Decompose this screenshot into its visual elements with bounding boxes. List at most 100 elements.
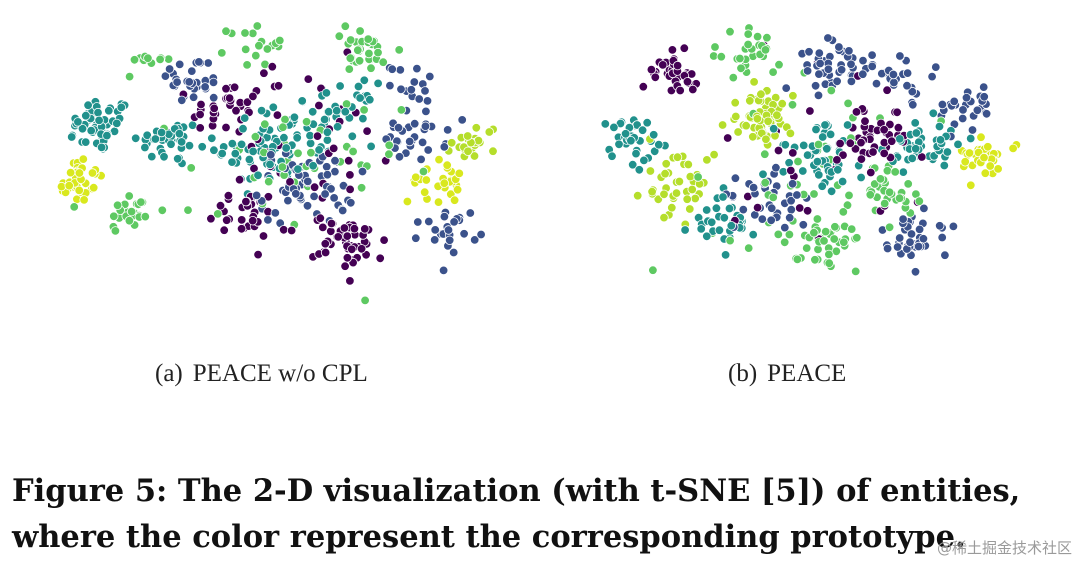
scatter-b-point	[798, 220, 809, 230]
scatter-a-point	[342, 253, 353, 263]
scatter-a-point	[454, 168, 465, 179]
scatter-a-point	[322, 169, 333, 180]
scatter-a-point	[322, 135, 333, 145]
scatter-a-point	[69, 202, 79, 212]
scatter-b-point	[826, 186, 837, 197]
scatter-a-point	[356, 183, 367, 193]
scatter-a-point	[273, 81, 284, 91]
scatter-a-point	[253, 170, 263, 181]
scatter-a-point	[318, 222, 328, 233]
scatter-a-point	[346, 35, 356, 45]
scatter-b-point	[885, 119, 895, 130]
scatter-a-point	[358, 113, 368, 124]
scatter-b-point	[720, 250, 731, 260]
scatter-b-point	[813, 139, 824, 150]
scatter-b-point	[702, 231, 712, 242]
scatter-b-point	[766, 203, 777, 213]
scatter-b-point	[856, 137, 866, 148]
scatter-b-point	[829, 234, 839, 244]
scatter-a-point	[357, 166, 368, 177]
scatter-b-point	[788, 91, 798, 101]
scatter-b-point	[960, 157, 970, 167]
scatter-a-point	[396, 84, 406, 95]
scatter-a-point	[416, 154, 426, 165]
scatter-b-point	[735, 53, 745, 64]
scatter-a-point	[308, 107, 318, 117]
scatter-a-point	[449, 195, 460, 205]
scatter-a-point	[177, 95, 187, 106]
scatter-a-point	[65, 167, 76, 178]
scatter-b-point	[966, 180, 976, 191]
scatter-a-point	[240, 44, 251, 55]
scatter-b-point	[667, 45, 678, 55]
scatter-b-point	[710, 42, 720, 52]
scatter-a-point	[347, 244, 357, 255]
scatter-a-point	[359, 105, 369, 115]
scatter-panel-b	[565, 10, 1045, 330]
scatter-b-point	[659, 212, 669, 223]
scatter-a-point	[188, 92, 199, 102]
scatter-a-point	[260, 119, 270, 129]
scatter-a-point	[385, 80, 395, 91]
scatter-a-point	[344, 155, 354, 166]
scatter-a-point	[463, 131, 473, 141]
scatter-a-point	[439, 142, 450, 152]
scatter-a-point	[333, 232, 343, 242]
scatter-b-point	[868, 147, 878, 157]
scatter-a-point	[406, 85, 417, 95]
scatter-b-point	[637, 125, 648, 135]
scatter-b-point	[626, 135, 636, 146]
scatter-b-point	[907, 153, 917, 164]
scatter-a-point	[229, 82, 240, 93]
scatter-a-point	[424, 216, 434, 227]
scatter-b-point	[768, 192, 778, 203]
scatter-b-point	[871, 78, 882, 89]
scatter-b-point	[714, 225, 725, 235]
scatter-b-point	[832, 155, 842, 165]
scatter-b-point	[777, 98, 787, 109]
scatter-b-point	[685, 204, 695, 214]
scatter-b-point	[779, 237, 790, 248]
scatter-b-point	[614, 139, 624, 150]
scatter-a-point	[395, 65, 406, 75]
scatter-b-point	[711, 203, 722, 213]
scatter-b-point	[749, 77, 759, 87]
figure-caption: Figure 5: The 2-D visualization (with t-…	[12, 468, 1072, 560]
scatter-a-point	[200, 82, 210, 92]
scatter-a-point	[302, 201, 313, 211]
scatter-a-point	[236, 224, 247, 234]
scatter-b-point	[690, 193, 700, 204]
scatter-b-point	[674, 176, 685, 187]
scatter-a-point	[208, 92, 219, 103]
scatter-b-point	[752, 114, 763, 124]
scatter-b-point	[812, 156, 823, 167]
scatter-b-point	[772, 110, 782, 120]
scatter-a-point	[281, 143, 291, 153]
scatter-a-point	[238, 123, 248, 134]
scatter-a-point	[234, 174, 245, 185]
scatter-b-point	[892, 242, 903, 252]
scatter-b-point	[794, 203, 805, 213]
scatter-a-point	[378, 57, 388, 67]
scatter-a-point	[340, 106, 351, 117]
scatter-a-point	[360, 295, 370, 306]
scatter-a-point	[373, 47, 383, 58]
scatter-a-point	[96, 142, 107, 153]
scatter-b-point	[823, 33, 833, 43]
scatter-b-point	[748, 132, 758, 142]
scatter-a-point	[194, 57, 204, 67]
scatter-b-point	[858, 69, 868, 79]
scatter-a-point	[249, 163, 259, 174]
scatter-a-point	[251, 190, 262, 201]
scatter-a-point	[102, 130, 112, 141]
scatter-b-point	[718, 192, 728, 202]
scatter-b-point	[884, 187, 895, 198]
scatter-b-point	[761, 134, 771, 145]
scatter-a-point	[140, 142, 150, 153]
scatter-b-point	[725, 27, 735, 37]
scatter-a-point	[268, 102, 279, 113]
scatter-a-point	[242, 60, 252, 70]
scatter-a-point	[471, 123, 482, 133]
scatter-b-point	[745, 96, 755, 106]
scatter-b-point	[824, 249, 834, 260]
